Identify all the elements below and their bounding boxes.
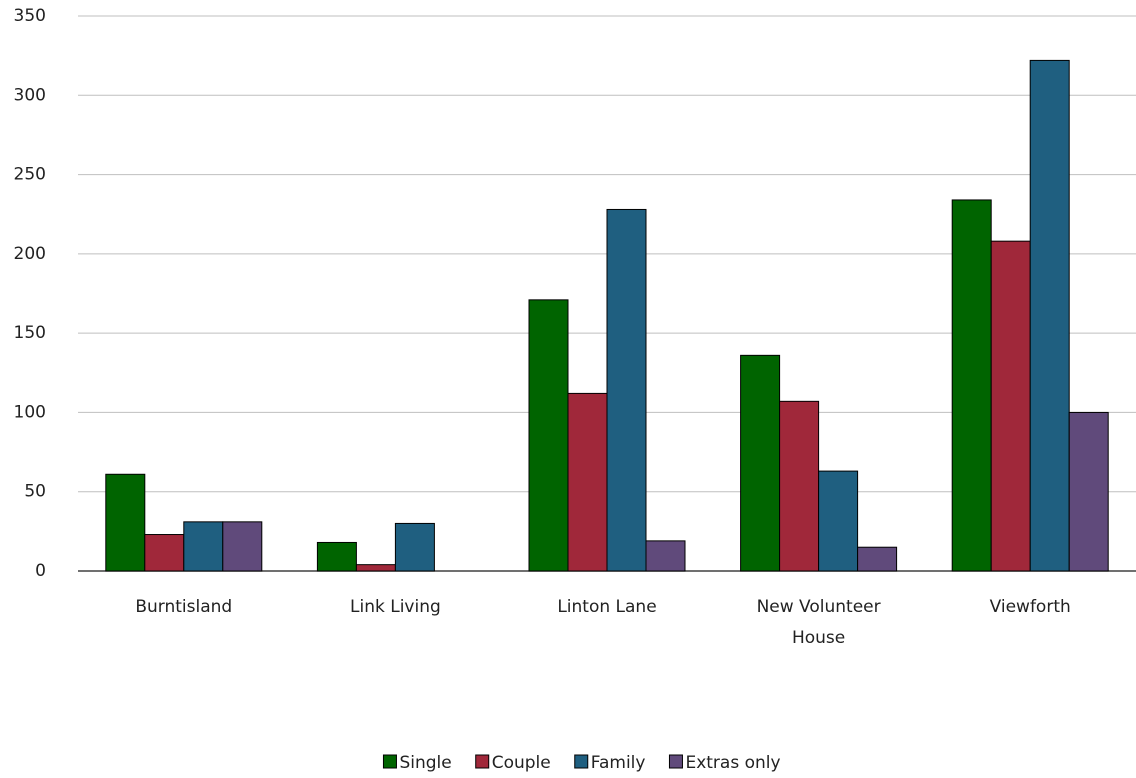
bar <box>222 521 263 572</box>
x-tick-label: Burntisland <box>135 597 232 617</box>
y-tick-label: 250 <box>14 165 46 185</box>
bar <box>951 199 992 572</box>
bar <box>183 521 224 572</box>
bar <box>1068 411 1109 572</box>
y-tick-label: 300 <box>14 85 46 105</box>
y-tick-label: 0 <box>35 561 46 581</box>
bar <box>316 541 357 572</box>
bar <box>394 522 435 572</box>
bar <box>105 473 146 572</box>
legend-swatch <box>475 754 490 769</box>
label-line: House <box>792 628 845 648</box>
bar <box>606 208 647 572</box>
bar <box>355 564 396 572</box>
bar <box>779 400 820 572</box>
legend-label: Family <box>591 753 646 773</box>
y-tick-label: 200 <box>14 244 46 264</box>
bar <box>818 470 859 572</box>
y-tick-label: 350 <box>14 6 46 26</box>
legend-label: Extras only <box>685 753 780 773</box>
legend-label: Couple <box>492 753 551 773</box>
bar <box>645 540 686 572</box>
legend-swatch <box>574 754 589 769</box>
x-tick-label: Linton Lane <box>557 597 656 617</box>
x-tick-label: New Volunteer House <box>757 597 881 648</box>
legend-label: Single <box>399 753 451 773</box>
legend-swatch <box>382 754 397 769</box>
y-tick-label: 100 <box>14 402 46 422</box>
x-tick-label: Link Living <box>350 597 441 617</box>
x-tick-label: Viewforth <box>990 597 1071 617</box>
bar <box>740 354 781 572</box>
y-tick-label: 150 <box>14 323 46 343</box>
bar <box>857 546 898 572</box>
y-tick-label: 50 <box>24 482 46 502</box>
bar <box>528 299 569 572</box>
legend: Single Couple Family Extras only <box>382 753 781 773</box>
bar <box>990 240 1031 572</box>
bar <box>567 392 608 572</box>
bar <box>1029 59 1070 572</box>
bar <box>144 534 185 572</box>
label-line: New Volunteer <box>757 597 881 617</box>
legend-swatch <box>668 754 683 769</box>
